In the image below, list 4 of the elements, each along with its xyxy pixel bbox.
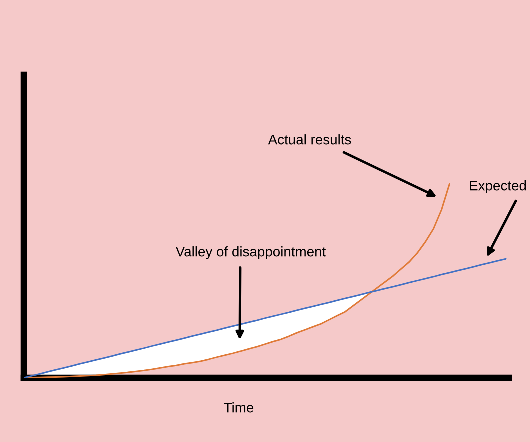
text: Actual results	[268, 134, 352, 145]
annotation: Valley of disappointment	[176, 246, 326, 260]
x-axis-title: Time	[224, 402, 254, 413]
text: Expected	[470, 180, 526, 194]
